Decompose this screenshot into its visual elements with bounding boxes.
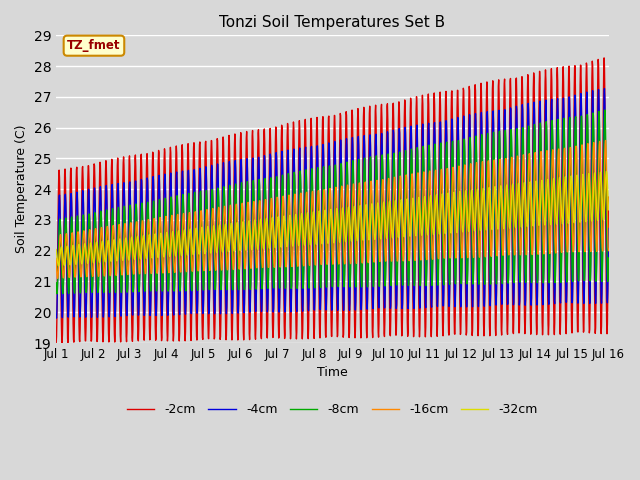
-4cm [308,177,316,182]
-8cm [367,160,374,166]
-2cm [367,140,374,146]
-16cm [95,267,103,273]
-8cm [287,279,295,285]
-16cm [54,276,61,281]
-16cm [298,229,306,235]
Line: -8cm: -8cm [56,110,609,294]
-32cm [605,207,612,213]
-16cm [605,248,612,253]
-4cm [298,305,306,311]
Y-axis label: Soil Temperature (C): Soil Temperature (C) [15,125,28,253]
-32cm [602,168,610,174]
-2cm [298,327,306,333]
-32cm [367,214,374,219]
Title: Tonzi Soil Temperatures Set B: Tonzi Soil Temperatures Set B [220,15,445,30]
Line: -32cm: -32cm [56,171,609,266]
-4cm [605,226,612,231]
-4cm [52,315,60,321]
-8cm [298,267,306,273]
-32cm [118,250,125,255]
-4cm [95,226,103,231]
-8cm [605,255,612,261]
-8cm [601,107,609,113]
-2cm [52,340,60,346]
-16cm [287,241,295,247]
Line: -16cm: -16cm [56,141,609,278]
-2cm [118,311,125,316]
-4cm [367,166,374,171]
-2cm [95,225,103,231]
-16cm [602,138,609,144]
-16cm [308,190,316,195]
Line: -4cm: -4cm [56,89,609,318]
Line: -2cm: -2cm [56,58,609,343]
-2cm [600,55,608,61]
-8cm [95,254,103,260]
-8cm [52,280,60,286]
-4cm [600,86,608,92]
-4cm [118,288,125,294]
X-axis label: Time: Time [317,366,348,379]
-32cm [95,259,103,265]
-32cm [52,247,60,252]
-2cm [308,152,316,158]
-4cm [287,309,295,315]
-2cm [287,336,294,342]
-16cm [118,271,125,277]
-32cm [54,263,62,269]
-16cm [52,255,60,261]
-8cm [308,171,316,177]
-32cm [287,219,295,225]
-8cm [118,286,125,292]
-8cm [53,291,61,297]
-4cm [52,313,60,319]
-16cm [367,180,374,185]
-32cm [308,220,316,226]
Legend: -2cm, -4cm, -8cm, -16cm, -32cm: -2cm, -4cm, -8cm, -16cm, -32cm [122,398,543,421]
Text: TZ_fmet: TZ_fmet [67,39,121,52]
-32cm [298,214,306,219]
-2cm [605,194,612,200]
